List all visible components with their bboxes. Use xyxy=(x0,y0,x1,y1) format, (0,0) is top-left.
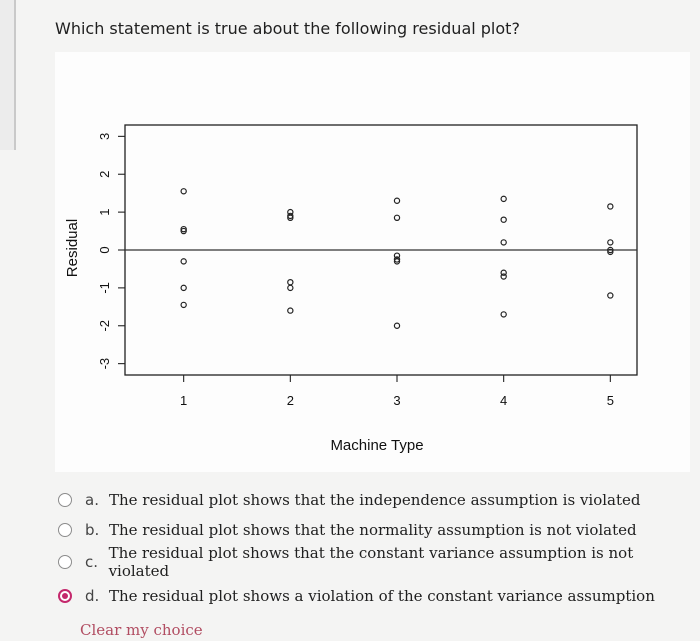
y-tick-label: 3 xyxy=(97,133,112,140)
y-tick-label: -1 xyxy=(97,282,112,294)
y-axis-label: Residual xyxy=(64,219,81,277)
option-b-radio[interactable] xyxy=(58,523,72,537)
residual-point xyxy=(287,284,294,292)
residual-point xyxy=(500,216,507,223)
option-a[interactable]: a. The residual plot shows that the inde… xyxy=(58,486,641,514)
option-d-radio-selected[interactable] xyxy=(58,589,72,603)
residual-point xyxy=(287,214,294,222)
residual-point xyxy=(500,311,507,318)
residual-point xyxy=(180,225,187,233)
residual-point xyxy=(180,188,187,195)
residual-point xyxy=(607,246,614,254)
option-c-text: The residual plot shows that the constan… xyxy=(108,544,634,580)
x-tick-label: 2 xyxy=(287,393,294,408)
residual-point xyxy=(607,248,614,256)
y-tick-label: 1 xyxy=(97,209,112,216)
residual-point xyxy=(393,322,401,329)
residual-point xyxy=(607,203,614,210)
residual-point xyxy=(393,256,401,263)
x-axis-label: Machine Type xyxy=(330,437,423,454)
option-d[interactable]: d. The residual plot shows a violation o… xyxy=(58,582,655,610)
x-tick-label: 3 xyxy=(393,393,400,408)
residual-point xyxy=(393,258,401,265)
residual-point xyxy=(180,301,187,309)
option-d-text: The residual plot shows a violation of t… xyxy=(109,587,655,605)
residual-point xyxy=(180,258,187,265)
y-tick-label: 0 xyxy=(97,246,112,253)
option-d-letter: d. xyxy=(85,587,100,605)
residual-plot-panel: 1 2 3 4 5 -3 -2 -1 0 1 2 3 Machine Type Residual xyxy=(55,52,690,472)
y-tick-label: -2 xyxy=(97,320,112,332)
option-a-letter: a. xyxy=(85,491,99,509)
option-b[interactable]: b. The residual plot shows that the norm… xyxy=(58,516,637,544)
option-c-letter: c. xyxy=(85,553,99,571)
option-c-radio[interactable] xyxy=(58,555,72,569)
residual-point xyxy=(500,273,507,280)
clear-choice-link[interactable]: Clear my choice xyxy=(80,621,203,639)
residual-point xyxy=(287,278,294,286)
option-a-text: The residual plot shows that the indepen… xyxy=(109,491,641,509)
option-a-radio[interactable] xyxy=(58,493,72,507)
option-b-letter: b. xyxy=(85,521,100,539)
residual-point xyxy=(180,227,187,235)
x-tick-label: 1 xyxy=(180,393,187,408)
question-text: Which statement is true about the follow… xyxy=(55,19,520,38)
left-panel-edge xyxy=(0,0,16,150)
residual-point xyxy=(607,239,614,246)
x-tick-label: 5 xyxy=(607,393,614,408)
option-c[interactable]: c. The residual plot shows that the cons… xyxy=(58,544,688,580)
residual-point xyxy=(607,292,614,299)
y-tick-label: 2 xyxy=(97,171,112,178)
residual-point xyxy=(287,307,294,314)
residual-point xyxy=(393,214,401,222)
residual-plot: 1 2 3 4 5 -3 -2 -1 0 1 2 3 Machine Type Residual xyxy=(64,124,638,454)
option-b-text: The residual plot shows that the normali… xyxy=(109,521,637,539)
y-tick-label: -3 xyxy=(97,358,112,370)
residual-point xyxy=(287,212,294,220)
residual-point xyxy=(500,269,507,276)
residual-point xyxy=(500,239,507,246)
residual-point xyxy=(180,284,187,292)
residual-point xyxy=(393,197,401,204)
residual-point xyxy=(500,195,507,203)
x-tick-label: 4 xyxy=(500,393,507,408)
